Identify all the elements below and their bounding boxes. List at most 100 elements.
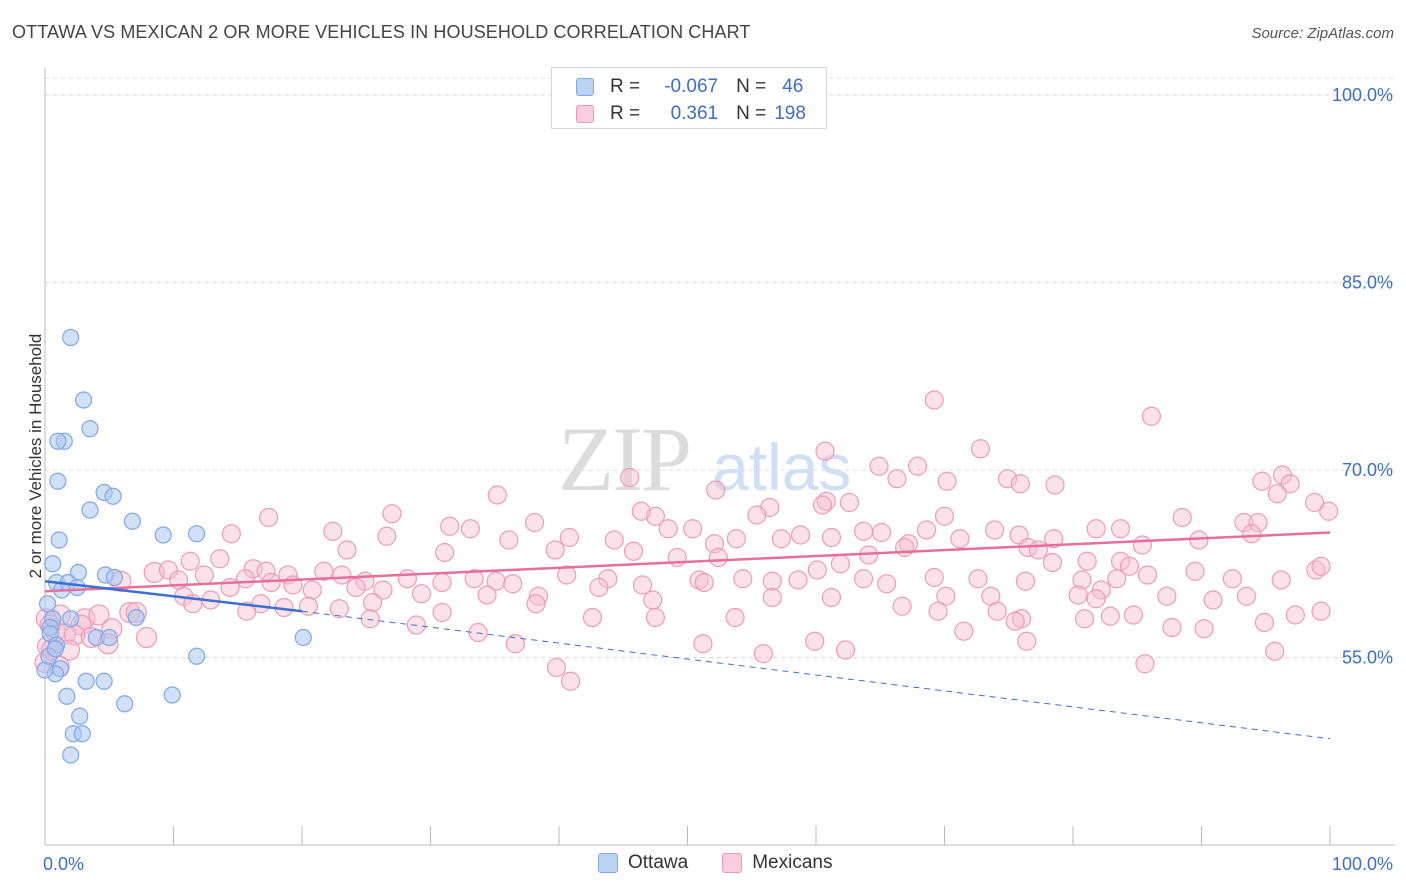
- mexicans-point: [839, 492, 860, 513]
- y-tick-label: 100.0%: [1332, 85, 1393, 105]
- mexicans-point: [871, 522, 892, 543]
- mexicans-point: [524, 512, 545, 533]
- ottawa-point: [123, 512, 141, 530]
- mexicans-point: [726, 529, 746, 549]
- mexicans-point: [805, 631, 825, 651]
- legend-n-value: 46: [782, 76, 804, 97]
- ottawa-point: [49, 432, 67, 450]
- legend-row-mexicans: R = 0.361 N = 198: [576, 102, 806, 126]
- legend-n-value: 198: [774, 103, 806, 124]
- mexicans-point: [1135, 654, 1155, 674]
- chart-title: OTTAWA VS MEXICAN 2 OR MORE VEHICLES IN …: [12, 22, 751, 42]
- legend-label-ottawa: Ottawa: [628, 852, 689, 873]
- legend-r-label: R =: [610, 103, 641, 124]
- mexicans-point: [1203, 590, 1223, 610]
- mexicans-point: [1044, 529, 1064, 549]
- mexicans-point: [477, 585, 497, 605]
- mexicans-point: [725, 607, 745, 628]
- mexicans-point: [503, 574, 523, 594]
- mexicans-point: [658, 519, 678, 539]
- mexicans-point: [985, 520, 1005, 540]
- ottawa-point: [81, 501, 99, 519]
- mexicans-point: [559, 527, 579, 548]
- mexicans-point: [526, 594, 546, 614]
- ottawa-point: [188, 525, 206, 543]
- mexicans-point: [1252, 471, 1272, 491]
- trend-lines: [44, 531, 1331, 740]
- mexicans-point: [689, 570, 709, 590]
- mexicans-point: [397, 569, 417, 589]
- mexicans-point: [708, 547, 728, 568]
- axes: [44, 68, 1395, 846]
- mexicans-point: [1077, 551, 1097, 571]
- mexicans-point: [589, 577, 609, 598]
- ottawa-swatch: [576, 78, 594, 96]
- mexicans-point: [258, 507, 279, 528]
- ottawa-point: [294, 628, 312, 647]
- mexicans-point: [302, 580, 322, 600]
- mexicans-point: [1319, 501, 1339, 521]
- mexicans-point: [924, 390, 944, 410]
- mexicans-point: [411, 584, 432, 604]
- mexicans-point: [1123, 605, 1143, 625]
- stats-legend: R = -0.067 N = 46 R = 0.361 N = 198: [551, 67, 827, 129]
- mexicans-point: [790, 525, 811, 545]
- mexicans-point: [631, 501, 651, 521]
- mexicans-point: [221, 524, 241, 544]
- ottawa-point: [163, 686, 181, 704]
- mexicans-point: [337, 540, 357, 560]
- legend-label-mexicans: Mexicans: [752, 852, 833, 873]
- legend-row-ottawa: R = -0.067 N = 46: [576, 75, 803, 99]
- ottawa-point: [62, 746, 80, 764]
- mexicans-point: [645, 607, 665, 628]
- ottawa-point: [38, 595, 57, 613]
- mexicans-point: [1267, 484, 1287, 504]
- legend-item-ottawa[interactable]: Ottawa: [598, 852, 688, 874]
- mexicans-point: [1311, 556, 1331, 576]
- mexicans-point: [693, 634, 713, 654]
- legend-n-label: N =: [736, 103, 767, 124]
- mexicans-point: [323, 521, 343, 541]
- mexicans-point: [1017, 631, 1037, 651]
- y-axis-title: 2 or more Vehicles in Household: [26, 333, 45, 579]
- legend-item-mexicans[interactable]: Mexicans: [722, 852, 832, 874]
- mexicans-point: [1157, 586, 1177, 606]
- ottawa-point: [44, 555, 62, 573]
- mexicans-point: [683, 519, 703, 539]
- mexicans-point: [1010, 474, 1030, 494]
- mexicans-point: [895, 537, 915, 558]
- mexicans-point: [432, 572, 452, 593]
- ottawa-point: [100, 628, 118, 647]
- mexicans-point: [1280, 474, 1300, 494]
- mexicans-point: [1086, 519, 1106, 539]
- mexicans-point: [1042, 552, 1063, 573]
- mexicans-point: [432, 602, 452, 623]
- mexicans-point: [1285, 605, 1305, 625]
- mexicans-point: [1185, 561, 1205, 581]
- mexicans-point: [620, 467, 640, 488]
- ottawa-trend-line: [44, 580, 303, 613]
- mexicans-point: [499, 530, 519, 550]
- mexicans-point: [1141, 406, 1161, 426]
- mexicans-point: [546, 657, 567, 678]
- mexicans-point: [298, 596, 319, 616]
- mexicans-point: [1234, 512, 1254, 533]
- ottawa-point: [104, 487, 122, 505]
- watermark-zip: ZIP: [558, 408, 690, 510]
- mexicans-point: [934, 506, 955, 526]
- mexicans-point: [950, 529, 970, 549]
- mexicans-point: [1028, 540, 1048, 560]
- y-tick-label: 85.0%: [1342, 273, 1393, 293]
- mexicans-point: [877, 574, 897, 594]
- ottawa-point: [58, 687, 76, 705]
- mexicans-point: [1086, 589, 1106, 609]
- mexicans-point: [835, 640, 856, 660]
- mexicans-point: [968, 569, 988, 589]
- mexicans-point: [733, 569, 753, 589]
- mexicans-point: [1311, 601, 1331, 621]
- mexicans-point: [220, 577, 240, 598]
- mexicans-point: [363, 592, 383, 613]
- x-tick-label: 100.0%: [1332, 854, 1393, 874]
- mexicans-point: [180, 551, 200, 571]
- mexicans-point: [1194, 619, 1214, 639]
